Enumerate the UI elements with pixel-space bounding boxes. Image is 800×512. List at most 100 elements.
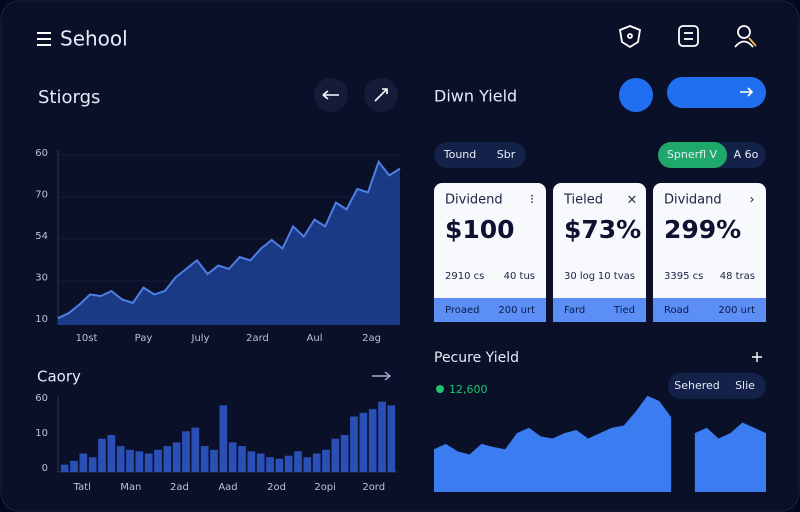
card-stat: 10 tvas: [598, 271, 635, 282]
card-stat: 3395 cs: [664, 271, 703, 282]
bar: [172, 442, 181, 472]
bar: [340, 435, 349, 472]
x-tick-label: Tatl: [73, 482, 91, 493]
bar: [126, 449, 134, 472]
card-stat: 2910 cs: [445, 271, 484, 282]
shield-icon[interactable]: [618, 25, 642, 49]
app-title: Sehool: [60, 27, 128, 51]
calendar-icon[interactable]: [678, 25, 699, 47]
bar: [322, 449, 330, 472]
y-tick-label: 60: [35, 393, 48, 404]
y-tick-label: 30: [35, 273, 48, 284]
bar: [238, 446, 246, 472]
bar: [266, 457, 274, 472]
bar: [378, 401, 386, 472]
bar: [116, 446, 125, 472]
x-tick-label: 2opi: [314, 482, 336, 493]
add-button[interactable]: [752, 352, 762, 362]
bar: [284, 455, 293, 472]
y-tick-label: 0: [42, 463, 48, 474]
filter[interactable]: A 6o: [734, 148, 759, 161]
y-tick-label: 10: [35, 428, 48, 439]
filter-active[interactable]: [658, 142, 727, 168]
section-title: Stiorgs: [38, 87, 100, 108]
user-icon[interactable]: [734, 25, 757, 48]
bar: [154, 449, 162, 472]
x-tick-label: 2ord: [362, 482, 385, 493]
bar: [70, 460, 78, 472]
bar: [303, 457, 312, 472]
bar: [135, 451, 144, 472]
card-stat: 40 tus: [504, 271, 535, 282]
y-tick-label: 60: [35, 148, 48, 159]
y-tick-label: 70: [35, 190, 48, 201]
bar: [256, 453, 265, 472]
card-icon: ›: [749, 193, 754, 208]
arrow-icon: [740, 87, 754, 97]
card: [653, 183, 766, 322]
x-tick-label: 2ag: [362, 333, 381, 344]
bar: [163, 446, 172, 472]
bar: [98, 438, 106, 472]
bar: [228, 442, 237, 472]
card-icon: ×: [627, 193, 638, 208]
bar: [210, 449, 218, 472]
bar: [191, 427, 200, 472]
menu-icon[interactable]: [37, 32, 51, 46]
x-tick-label: July: [191, 333, 210, 344]
bar: [294, 451, 302, 472]
card-footer: [553, 298, 646, 322]
area: [58, 161, 400, 325]
line: [57, 159, 401, 320]
area: [434, 395, 672, 492]
card-icon: ⁝: [530, 193, 534, 208]
area: [694, 422, 766, 492]
bar: [107, 435, 116, 472]
card-stat: 30 log: [564, 271, 595, 282]
bar: [200, 446, 209, 472]
more-link[interactable]: [372, 371, 392, 381]
action-button[interactable]: [619, 78, 653, 112]
bar: [79, 453, 88, 472]
tab[interactable]: Sehered: [674, 379, 720, 392]
tab[interactable]: Sbr: [497, 148, 516, 161]
primary-button[interactable]: [667, 77, 766, 108]
card: [553, 183, 646, 322]
bar: [88, 457, 97, 472]
card-label: Dividend: [445, 193, 503, 208]
x-tick-label: Man: [120, 482, 141, 493]
card-footer-label: 200 urt: [718, 305, 755, 316]
y-tick-label: 54: [35, 231, 48, 242]
bar: [247, 451, 256, 472]
bar: [275, 458, 284, 472]
card-footer-label: Proaed: [445, 305, 480, 316]
section-title: Caory: [37, 368, 81, 386]
card-footer: [653, 298, 766, 322]
card-stat: 48 tras: [720, 271, 755, 282]
x-tick-label: 10st: [76, 333, 98, 344]
bar: [359, 412, 368, 472]
card-value: 299%: [664, 215, 741, 244]
card-footer-label: 200 urt: [498, 305, 535, 316]
bar: [331, 438, 340, 472]
card-footer-label: Road: [664, 305, 689, 316]
card-label: Dividand: [664, 193, 722, 208]
bar: [387, 405, 396, 472]
metric: 12,600: [449, 383, 488, 396]
back-icon: [322, 90, 339, 100]
x-tick-label: Aad: [218, 482, 237, 493]
bar: [144, 453, 153, 472]
link-icon: [374, 88, 388, 102]
card-footer-label: Fard: [564, 305, 585, 316]
section-title: Pecure Yield: [434, 350, 519, 366]
filter[interactable]: Spnerfl V: [667, 148, 718, 161]
tab[interactable]: Tound: [443, 148, 477, 161]
tab[interactable]: Slie: [735, 379, 755, 392]
section-title: Diwn Yield: [434, 87, 517, 106]
card: [434, 183, 546, 322]
y-tick-label: 10: [35, 314, 48, 325]
bar: [312, 453, 321, 472]
x-tick-label: 2od: [267, 482, 286, 493]
x-tick-label: Pay: [135, 333, 153, 344]
